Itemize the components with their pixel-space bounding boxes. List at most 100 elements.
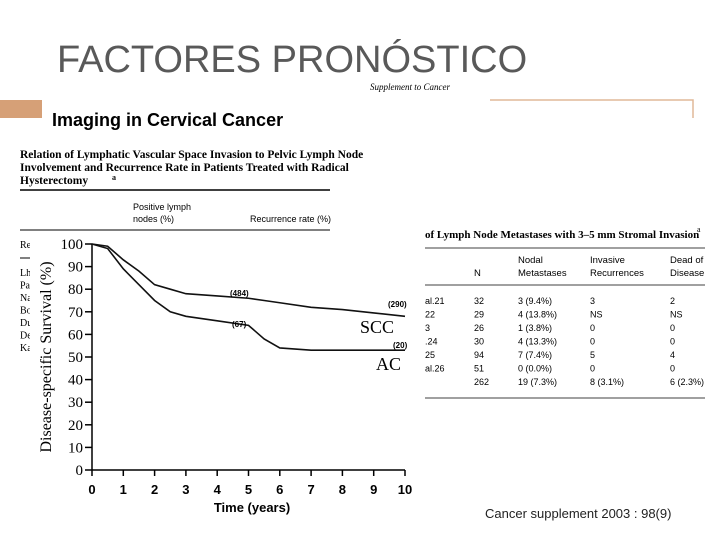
table-cell: 3 <box>590 296 595 306</box>
column-header: Dead of <box>670 255 704 266</box>
y-tick-label: 30 <box>68 395 83 411</box>
table-cell: 0 <box>590 323 595 333</box>
table-cell: 0 <box>670 364 675 374</box>
table-cell: 0 <box>670 323 675 333</box>
column-header: N <box>474 268 481 279</box>
annotation: (484) <box>230 289 249 298</box>
row-stub: Lh <box>20 268 31 279</box>
table-note: a <box>112 173 116 182</box>
y-tick-label: 100 <box>61 237 84 253</box>
table-cell: 94 <box>474 350 484 360</box>
x-tick-label: 2 <box>151 482 158 497</box>
column-header: Nodal <box>518 255 543 266</box>
row-stub: Na <box>20 293 32 304</box>
table-cell: NS <box>590 310 603 320</box>
x-tick-label: 4 <box>214 482 222 497</box>
x-tick-label: 1 <box>120 482 127 497</box>
accent-bar <box>0 100 42 118</box>
table-cell: NS <box>670 310 683 320</box>
table-cell: 32 <box>474 296 484 306</box>
table-cell: 26 <box>474 323 484 333</box>
table-cell: 0 (0.0%) <box>518 364 552 374</box>
row-stub: Bo <box>20 306 32 317</box>
table-title: Hysterectomy <box>20 175 88 187</box>
table-note: a <box>697 225 701 234</box>
table-title: of Lymph Node Metastases with 3–5 mm Str… <box>425 229 699 241</box>
table-cell: 4 (13.3%) <box>518 337 557 347</box>
table-title: Involvement and Recurrence Rate in Patie… <box>20 162 349 174</box>
table-cell: 30 <box>474 337 484 347</box>
column-header: Disease <box>670 268 704 279</box>
annotation: (20) <box>393 341 408 350</box>
survival-curve <box>91 243 406 318</box>
accent-line <box>490 99 694 118</box>
table-cell: 262 <box>474 377 489 387</box>
scan-content: Relation of Lymphatic Vascular Space Inv… <box>20 149 705 516</box>
row-stub: al.21 <box>425 296 445 306</box>
table-cell: 8 (3.1%) <box>590 377 624 387</box>
row-stub: Pa <box>20 281 31 292</box>
x-tick-label: 3 <box>182 482 189 497</box>
column-header: Positive lymph <box>133 202 191 212</box>
x-tick-label: 6 <box>276 482 283 497</box>
row-stub: 25 <box>425 350 435 360</box>
annotation: (290) <box>388 300 407 309</box>
column-header: Invasive <box>590 255 625 266</box>
series-label: AC <box>376 354 401 374</box>
table-cell: 0 <box>670 337 675 347</box>
x-tick-label: 10 <box>398 482 412 497</box>
series-label: SCC <box>360 317 394 337</box>
slide-title: FACTORES PRONÓSTICO <box>57 38 527 81</box>
row-stub: 3 <box>425 323 430 333</box>
table-cell: 4 <box>670 350 675 360</box>
table-cell: 19 (7.3%) <box>518 377 557 387</box>
row-stub: al.26 <box>425 364 445 374</box>
row-stub: 22 <box>425 310 435 320</box>
table-cell: 5 <box>590 350 595 360</box>
footer: Cancer supplement 2003 : 98(9) <box>485 506 671 521</box>
y-tick-label: 20 <box>68 418 83 434</box>
row-stub: .24 <box>425 337 438 347</box>
table-cell: 29 <box>474 310 484 320</box>
table-cell: 3 (9.4%) <box>518 296 552 306</box>
table-title: Relation of Lymphatic Vascular Space Inv… <box>20 149 363 161</box>
y-tick-label: 90 <box>68 260 83 276</box>
table-cell: 51 <box>474 364 484 374</box>
annotation: (67) <box>232 320 247 329</box>
column-header: Recurrences <box>590 268 644 279</box>
table-cell: 1 (3.8%) <box>518 323 552 333</box>
row-stub: De <box>20 331 32 342</box>
y-tick-label: 10 <box>68 440 83 456</box>
y-tick-label: 60 <box>68 327 83 343</box>
x-tick-label: 0 <box>88 482 95 497</box>
column-header: nodes (%) <box>133 214 174 224</box>
running-head: Supplement to Cancer <box>370 82 450 92</box>
table-cell: 2 <box>670 296 675 306</box>
y-axis-label: Disease-specific Survival (%) <box>38 261 55 452</box>
stub-header: Re <box>20 240 32 251</box>
column-header: Metastases <box>518 268 567 279</box>
row-stub: Ka <box>20 343 32 354</box>
y-tick-label: 80 <box>68 282 83 298</box>
table-cell: 4 (13.8%) <box>518 310 557 320</box>
y-tick-label: 50 <box>68 350 83 366</box>
x-axis-label: Time (years) <box>214 500 290 515</box>
row-stub: Du <box>20 318 32 329</box>
scan-mask <box>30 236 415 516</box>
x-tick-label: 8 <box>339 482 346 497</box>
table-cell: 6 (2.3%) <box>670 377 704 387</box>
x-tick-label: 9 <box>370 482 377 497</box>
x-tick-label: 5 <box>245 482 252 497</box>
heading: Imaging in Cervical Cancer <box>52 110 283 130</box>
y-tick-label: 70 <box>68 305 83 321</box>
table-cell: 0 <box>590 337 595 347</box>
table-cell: 0 <box>590 364 595 374</box>
x-tick-label: 7 <box>307 482 314 497</box>
table-cell: 7 (7.4%) <box>518 350 552 360</box>
y-tick-label: 40 <box>68 373 83 389</box>
column-header: Recurrence rate (%) <box>250 214 331 224</box>
survival-curve <box>91 243 405 352</box>
y-tick-label: 0 <box>76 463 84 479</box>
